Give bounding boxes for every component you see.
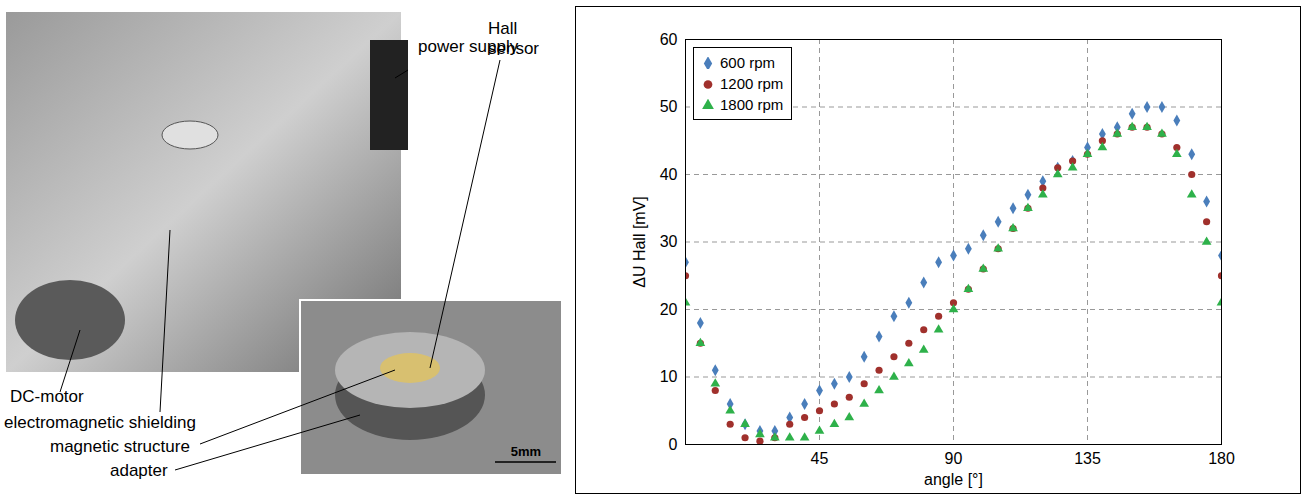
html-text:1200 rpm: 1200 rpm (720, 75, 784, 92)
svg-text:180: 180 (1208, 450, 1235, 467)
svg-text:50: 50 (660, 98, 678, 115)
svg-text:5mm: 5mm (511, 444, 541, 459)
svg-text:40: 40 (660, 166, 678, 183)
svg-text:adapter: adapter (110, 461, 168, 480)
svg-text:angle [°]: angle [°] (924, 471, 983, 488)
svg-text:60: 60 (660, 31, 678, 48)
svg-text:ΔU Hall [mV]: ΔU Hall [mV] (631, 196, 648, 288)
svg-text:electromagnetic shielding: electromagnetic shielding (4, 413, 196, 432)
html-text:1800 rpm: 1800 rpm (720, 96, 784, 113)
svg-text:10: 10 (660, 368, 678, 385)
svg-text:90: 90 (945, 450, 963, 467)
svg-text:135: 135 (1074, 450, 1101, 467)
svg-text:20: 20 (660, 301, 678, 318)
svg-text:30: 30 (660, 233, 678, 250)
svg-text:magnetic structure: magnetic structure (50, 437, 190, 456)
html-text:600 rpm: 600 rpm (720, 54, 775, 71)
svg-text:DC-motor: DC-motor (10, 387, 84, 406)
svg-text:0: 0 (669, 436, 678, 453)
svg-text:Hallsensor: Hallsensor (488, 19, 539, 58)
svg-text:power supply: power supply (418, 37, 519, 56)
svg-text:45: 45 (811, 450, 829, 467)
